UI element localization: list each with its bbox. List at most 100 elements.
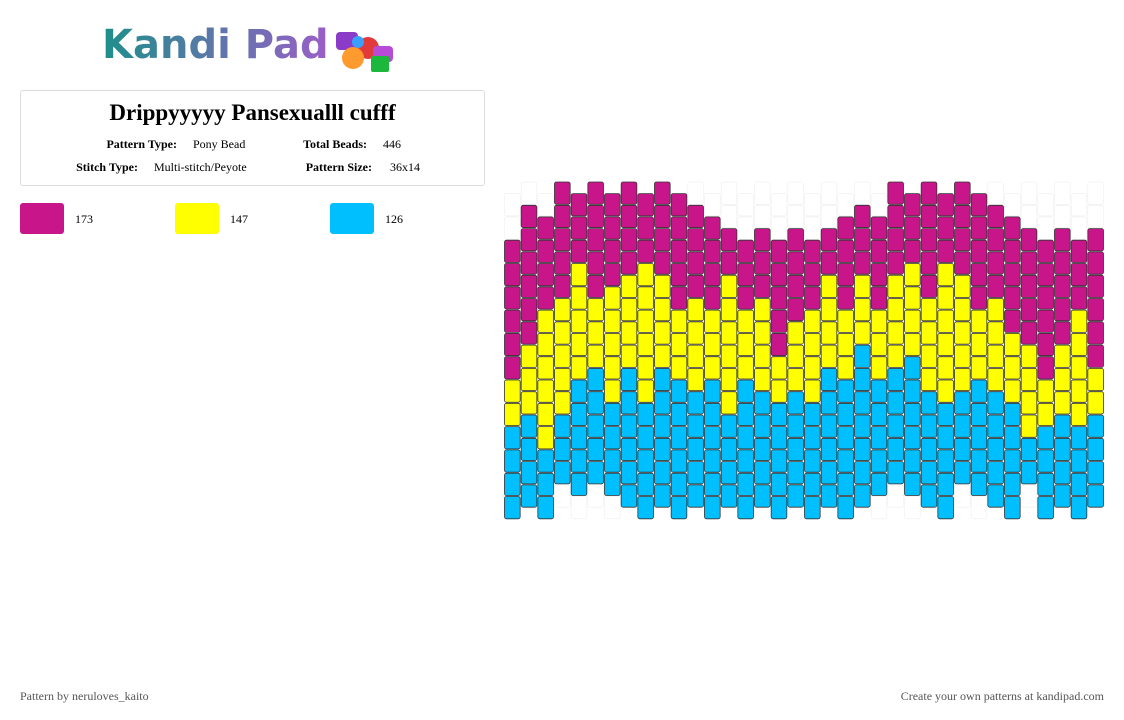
bead <box>620 461 638 485</box>
bead <box>587 321 604 345</box>
bead <box>804 472 821 496</box>
bead <box>1004 472 1021 496</box>
bead <box>637 332 654 357</box>
bead <box>1037 216 1054 240</box>
bead <box>704 193 721 217</box>
bead <box>1037 332 1054 357</box>
bead <box>604 309 621 333</box>
bead <box>887 344 904 368</box>
bead <box>1070 239 1088 263</box>
bead <box>920 228 938 252</box>
bead <box>820 437 838 461</box>
bead <box>737 309 754 333</box>
bead <box>570 356 588 380</box>
bead <box>720 414 738 438</box>
bead <box>1054 344 1071 368</box>
bead <box>554 251 571 275</box>
bead <box>654 461 671 485</box>
pattern-title: Drippyyyyy Pansexualll cufff <box>109 100 396 125</box>
bead <box>587 484 604 508</box>
bead <box>937 496 954 520</box>
bead <box>1037 309 1054 333</box>
bead <box>937 402 954 427</box>
info-label: Stitch Type: <box>76 160 138 174</box>
color-swatch[interactable] <box>330 203 374 234</box>
bead <box>670 332 688 357</box>
bead <box>1087 461 1104 485</box>
bead <box>787 204 804 228</box>
bead <box>904 286 921 310</box>
bead <box>520 204 538 228</box>
bead <box>720 181 738 205</box>
bead <box>770 216 788 240</box>
bead <box>754 274 771 298</box>
bead <box>1054 181 1071 205</box>
bead <box>770 263 788 287</box>
bead <box>1054 298 1071 322</box>
bead <box>637 426 654 450</box>
bead <box>637 286 654 310</box>
footer-link[interactable]: Create your own patterns at kandipad.com <box>900 689 1104 703</box>
bead <box>704 449 721 473</box>
bead <box>554 461 571 485</box>
bead <box>570 216 588 240</box>
bead <box>954 461 971 485</box>
bead <box>904 332 921 357</box>
bead <box>654 228 671 252</box>
bead <box>820 204 838 228</box>
bead <box>537 426 554 450</box>
bead <box>620 367 638 392</box>
bead <box>1087 204 1104 228</box>
bead <box>904 496 921 520</box>
color-count: 126 <box>385 212 403 226</box>
bead <box>820 298 838 322</box>
bead <box>1020 298 1038 322</box>
color-count: 147 <box>230 212 248 226</box>
bead <box>904 426 921 450</box>
bead <box>954 344 971 368</box>
bead <box>520 367 538 392</box>
bead <box>954 181 971 205</box>
bead <box>854 391 871 415</box>
bead <box>604 402 621 427</box>
bead <box>670 426 688 450</box>
bead <box>870 426 888 450</box>
bead <box>920 437 938 461</box>
bead <box>504 402 521 427</box>
color-swatch[interactable] <box>175 203 219 234</box>
bead <box>987 437 1004 461</box>
bead <box>754 391 771 415</box>
bead <box>1004 239 1021 263</box>
bead <box>554 298 571 322</box>
bead <box>770 332 788 357</box>
bead <box>854 344 871 368</box>
bead <box>720 274 738 298</box>
color-swatch[interactable] <box>20 203 64 234</box>
bead <box>1087 181 1104 205</box>
bead <box>787 321 804 345</box>
bead <box>687 321 704 345</box>
bead <box>554 344 571 368</box>
bead <box>570 472 588 496</box>
bead <box>620 274 638 298</box>
bead <box>637 449 654 473</box>
bead <box>570 263 588 287</box>
footer-credit: Pattern by neruloves_kaito <box>20 689 149 703</box>
bead <box>887 484 904 508</box>
bead <box>954 251 971 275</box>
bead <box>1004 356 1021 380</box>
bead <box>720 228 738 252</box>
logo[interactable]: Kandi Pad <box>102 22 329 68</box>
bead <box>820 251 838 275</box>
bead <box>754 204 771 228</box>
bead <box>987 461 1004 485</box>
bead <box>987 181 1004 205</box>
bead <box>720 437 738 461</box>
bead <box>754 367 771 392</box>
bead <box>620 414 638 438</box>
bead <box>1037 426 1054 450</box>
bead <box>1070 496 1088 520</box>
bead <box>1087 228 1104 252</box>
bead <box>1087 437 1104 461</box>
